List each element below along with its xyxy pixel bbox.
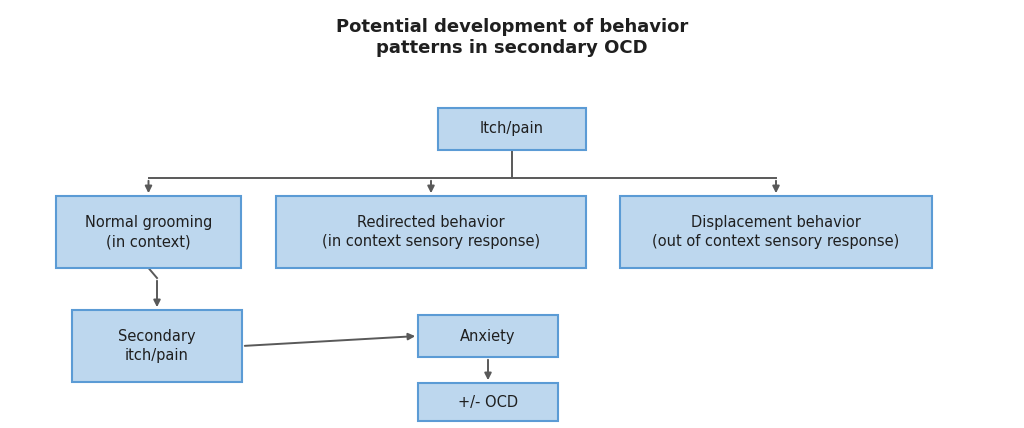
Text: Anxiety: Anxiety	[460, 329, 516, 344]
FancyBboxPatch shape	[276, 196, 586, 268]
Text: Redirected behavior
(in context sensory response): Redirected behavior (in context sensory …	[322, 214, 540, 250]
FancyBboxPatch shape	[418, 315, 558, 357]
FancyBboxPatch shape	[438, 108, 586, 150]
FancyBboxPatch shape	[72, 310, 242, 382]
Text: Itch/pain: Itch/pain	[480, 122, 544, 137]
FancyBboxPatch shape	[620, 196, 932, 268]
Text: +/- OCD: +/- OCD	[458, 395, 518, 410]
Text: Normal grooming
(in context): Normal grooming (in context)	[85, 214, 212, 250]
FancyBboxPatch shape	[56, 196, 241, 268]
FancyBboxPatch shape	[418, 383, 558, 421]
Text: Potential development of behavior
patterns in secondary OCD: Potential development of behavior patter…	[336, 18, 688, 57]
Text: Displacement behavior
(out of context sensory response): Displacement behavior (out of context se…	[652, 214, 900, 250]
Text: Secondary
itch/pain: Secondary itch/pain	[118, 329, 196, 363]
